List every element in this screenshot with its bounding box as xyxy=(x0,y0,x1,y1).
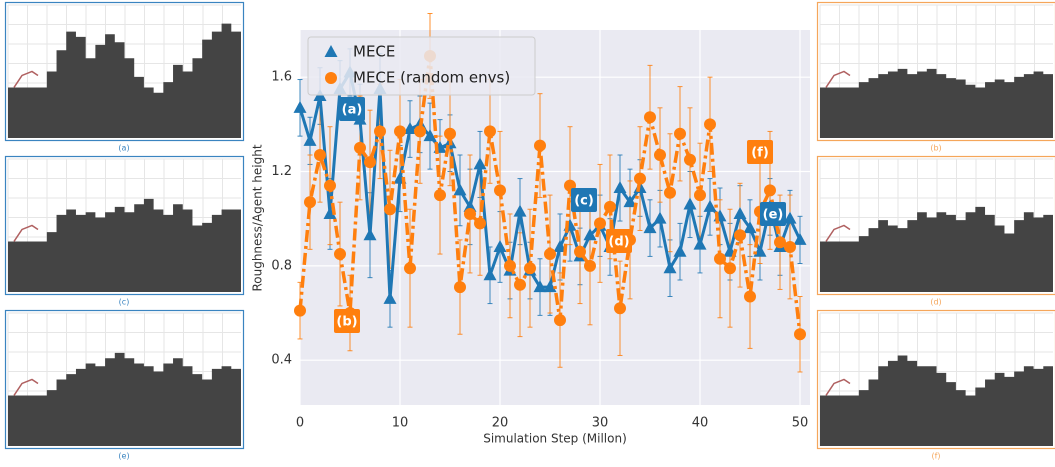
marker xyxy=(604,201,616,213)
marker xyxy=(614,302,626,314)
x-tick-label: 30 xyxy=(592,416,609,431)
marker xyxy=(464,208,476,220)
y-tick-label: 1.6 xyxy=(271,70,292,85)
marker xyxy=(544,248,556,260)
marker xyxy=(574,246,586,258)
x-axis-label: Simulation Step (Millon) xyxy=(483,432,627,446)
marker xyxy=(784,241,796,253)
marker xyxy=(434,189,446,201)
marker xyxy=(594,217,606,229)
y-tick-label: 1.2 xyxy=(271,164,292,179)
y-tick-label: 0.4 xyxy=(271,353,292,368)
marker xyxy=(444,128,456,140)
marker xyxy=(584,260,596,272)
marker xyxy=(744,291,756,303)
marker xyxy=(494,184,506,196)
marker xyxy=(304,196,316,208)
marker xyxy=(634,173,646,185)
marker xyxy=(314,149,326,161)
marker xyxy=(404,262,416,274)
marker xyxy=(354,142,366,154)
marker xyxy=(394,125,406,137)
y-tick-label: 0.8 xyxy=(271,258,292,273)
marker xyxy=(674,128,686,140)
marker xyxy=(794,328,806,340)
annotation: (d) xyxy=(608,235,629,250)
marker xyxy=(664,187,676,199)
marker xyxy=(374,125,386,137)
annotation: (c) xyxy=(574,194,594,209)
annotation: (f) xyxy=(751,146,769,161)
terrain-panel: (f) xyxy=(818,311,1055,461)
marker xyxy=(534,140,546,152)
marker xyxy=(684,154,696,166)
marker xyxy=(504,260,516,272)
marker xyxy=(454,281,466,293)
marker xyxy=(414,125,426,137)
terrain-panel: (d) xyxy=(818,157,1055,307)
marker xyxy=(514,279,526,291)
panel-caption: (d) xyxy=(930,298,941,307)
x-tick-label: 0 xyxy=(296,416,304,431)
panel-caption: (a) xyxy=(118,144,129,153)
marker xyxy=(334,248,346,260)
terrain-panel: (a) xyxy=(6,3,244,153)
y-axis-label: Roughness/Agent height xyxy=(251,144,265,291)
marker xyxy=(384,203,396,215)
panel-caption: (c) xyxy=(119,298,130,307)
marker xyxy=(474,217,486,229)
x-tick-label: 40 xyxy=(692,416,709,431)
terrain-panel: (b) xyxy=(818,3,1055,153)
marker xyxy=(524,262,536,274)
marker xyxy=(694,189,706,201)
marker xyxy=(724,262,736,274)
marker xyxy=(764,184,776,196)
marker xyxy=(484,125,496,137)
legend-label: MECE (random envs) xyxy=(353,69,510,87)
panel-caption: (f) xyxy=(931,452,940,461)
marker xyxy=(325,72,337,84)
annotation: (e) xyxy=(763,208,784,223)
terrain-panel: (c) xyxy=(6,157,244,307)
marker xyxy=(324,180,336,192)
marker xyxy=(294,305,306,317)
x-tick-label: 10 xyxy=(392,416,409,431)
marker xyxy=(364,156,376,168)
annotation: (a) xyxy=(342,103,363,118)
marker xyxy=(654,149,666,161)
marker xyxy=(704,118,716,130)
panel-caption: (b) xyxy=(930,144,941,153)
x-tick-label: 20 xyxy=(492,416,509,431)
annotation: (b) xyxy=(336,315,357,330)
marker xyxy=(554,314,566,326)
marker xyxy=(734,229,746,241)
marker xyxy=(644,111,656,123)
terrain-panel: (e) xyxy=(6,311,244,461)
marker xyxy=(714,253,726,265)
panel-caption: (e) xyxy=(118,452,129,461)
legend-label: MECE xyxy=(353,43,395,61)
x-tick-label: 50 xyxy=(792,416,809,431)
